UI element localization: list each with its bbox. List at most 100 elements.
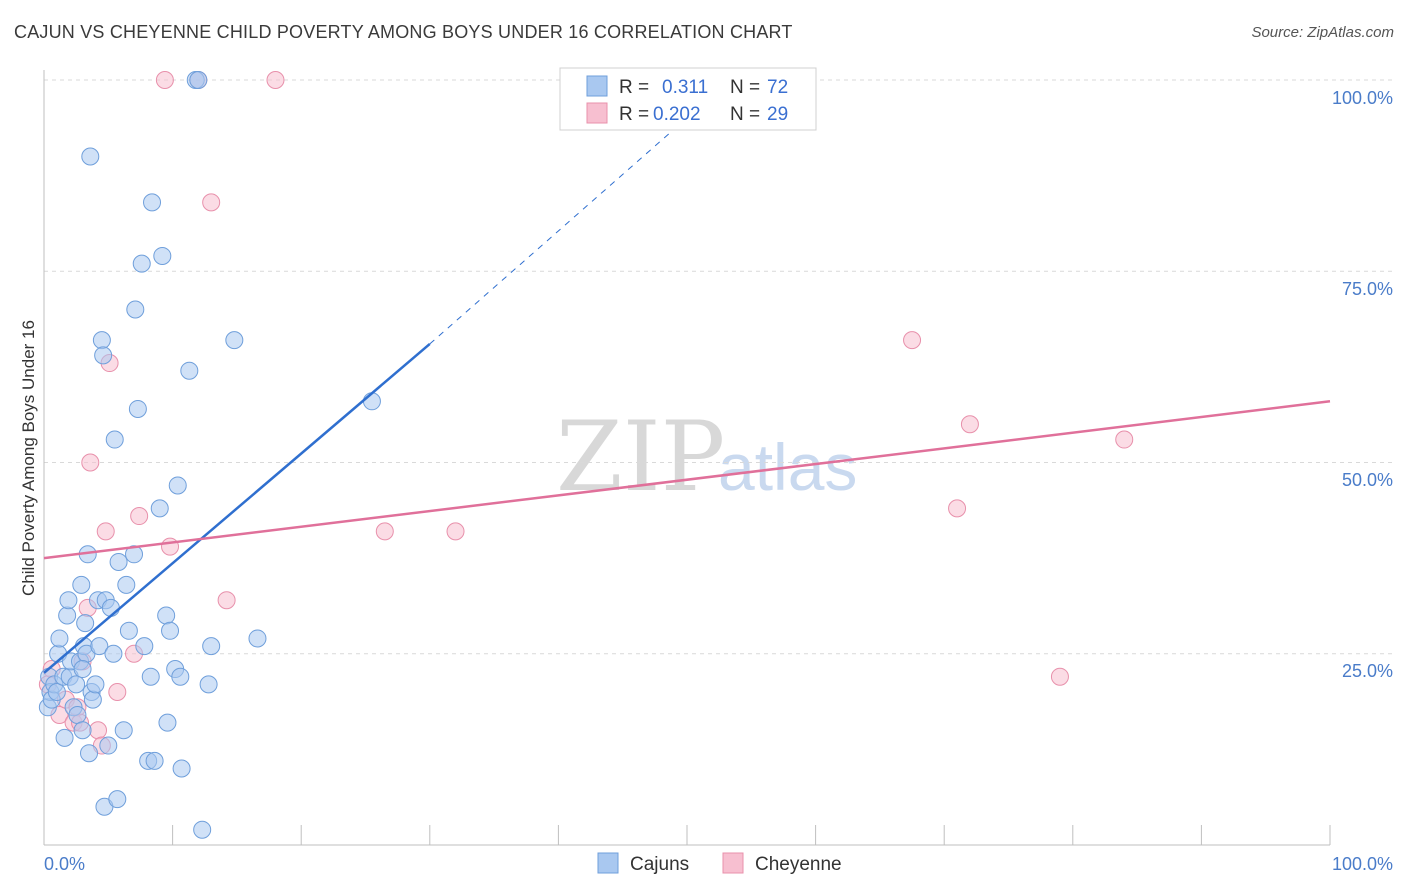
cajuns-point (90, 637, 109, 656)
cajuns-point (105, 430, 124, 449)
gridlines (44, 79, 1393, 655)
cajuns-point (101, 598, 120, 617)
cheyenne-point (161, 537, 180, 556)
cajuns-trend-line (43, 342, 431, 674)
cajuns-point (67, 675, 86, 694)
cheyenne-point (155, 71, 174, 89)
cheyenne-r-value: 0.202 (653, 104, 701, 125)
cajuns-point (76, 614, 95, 633)
stats-legend: R = 0.311 N = 72 R = 0.202 N = 29 (559, 67, 817, 131)
cajuns-point (189, 71, 208, 89)
cajuns-r-label: R = (619, 77, 649, 98)
cheyenne-point (202, 193, 221, 212)
cajuns-point (47, 683, 66, 701)
cajuns-point (73, 721, 92, 740)
cheyenne-point (375, 522, 394, 541)
cajuns-point (168, 476, 187, 495)
cajuns-bottom-swatch (597, 852, 619, 874)
cajuns-point (109, 552, 128, 571)
cheyenne-legend-swatch (586, 102, 608, 124)
cajuns-point (141, 667, 160, 686)
cajuns-point (143, 193, 162, 212)
cajuns-point (132, 254, 151, 273)
cajuns-point (362, 392, 381, 411)
cajuns-point (55, 728, 74, 747)
cheyenne-point (948, 499, 967, 518)
cheyenne-trend-line (43, 400, 1331, 560)
chart-title: CAJUN VS CHEYENNE CHILD POVERTY AMONG BO… (14, 22, 793, 42)
cheyenne-point (130, 507, 149, 526)
cheyenne-point (903, 331, 922, 350)
x-ticks (172, 825, 1331, 845)
cajuns-point (158, 713, 177, 732)
cajuns-point (92, 331, 111, 350)
cajuns-point (172, 759, 191, 778)
cajuns-r-value: 0.311 (662, 77, 708, 98)
cajuns-point (80, 744, 99, 763)
cajuns-point (119, 621, 138, 640)
cajuns-point (86, 675, 105, 694)
cajuns-point (150, 499, 169, 518)
cheyenne-point (446, 522, 465, 541)
cajuns-legend-swatch (586, 75, 608, 97)
y-tick-label-50: 50.0% (1342, 470, 1393, 490)
cajuns-point (114, 721, 133, 740)
cajuns-point (199, 675, 218, 694)
cajuns-point (108, 790, 127, 809)
cheyenne-point (89, 721, 108, 740)
x-tick-label-100: 100.0% (1332, 854, 1393, 874)
cajuns-point (128, 399, 147, 418)
cajuns-point (59, 591, 78, 610)
cajuns-point (225, 331, 244, 350)
cheyenne-point (108, 683, 127, 701)
source-label: Source: ZipAtlas.com (1251, 24, 1394, 41)
cheyenne-point (1050, 667, 1069, 686)
cheyenne-n-label: N = (730, 104, 760, 125)
cajuns-point (145, 751, 164, 770)
cheyenne-point (96, 522, 115, 541)
cheyenne-point (81, 453, 100, 472)
cajuns-n-value: 72 (767, 77, 788, 98)
cajuns-point (72, 575, 91, 594)
cajuns-point (117, 575, 136, 594)
cheyenne-n-value: 29 (767, 104, 788, 125)
cajuns-point (153, 246, 172, 265)
cheyenne-legend-label: Cheyenne (755, 854, 842, 875)
cheyenne-point (266, 71, 285, 89)
cajuns-point (50, 629, 69, 648)
cajuns-point (202, 637, 221, 656)
cheyenne-r-label: R = (619, 104, 649, 125)
y-tick-label-25: 25.0% (1342, 661, 1393, 681)
cajuns-point (193, 820, 212, 839)
y-tick-label-75: 75.0% (1342, 279, 1393, 299)
cheyenne-point (217, 591, 236, 610)
cajuns-point (157, 606, 176, 625)
trend-lines (43, 94, 1331, 674)
cajuns-point (248, 629, 267, 648)
cheyenne-point (960, 415, 979, 434)
cajuns-point (171, 667, 190, 686)
cheyenne-bottom-swatch (722, 852, 744, 874)
cajuns-point (161, 621, 180, 640)
x-tick-label-0: 0.0% (44, 854, 85, 874)
y-axis-label: Child Poverty Among Boys Under 16 (19, 320, 38, 596)
series-legend: Cajuns Cheyenne (597, 852, 842, 875)
cajuns-point (58, 606, 77, 625)
watermark-zip: ZIP (556, 401, 725, 513)
cajuns-point (94, 346, 113, 365)
cajuns-n-label: N = (730, 77, 760, 98)
cajuns-point (73, 660, 92, 679)
cajuns-legend-label: Cajuns (630, 854, 689, 875)
cajuns-point (104, 644, 123, 663)
cajuns-point (180, 361, 199, 380)
cajuns-point (83, 690, 102, 709)
cajuns-point (99, 736, 118, 755)
cajuns-trend-extension (429, 94, 714, 345)
cajuns-point (126, 300, 145, 319)
y-tick-label-100: 100.0% (1332, 88, 1393, 108)
cajuns-point (135, 637, 154, 656)
cajuns-point (68, 705, 87, 724)
cheyenne-point (1115, 430, 1134, 449)
cajuns-point (81, 147, 100, 166)
